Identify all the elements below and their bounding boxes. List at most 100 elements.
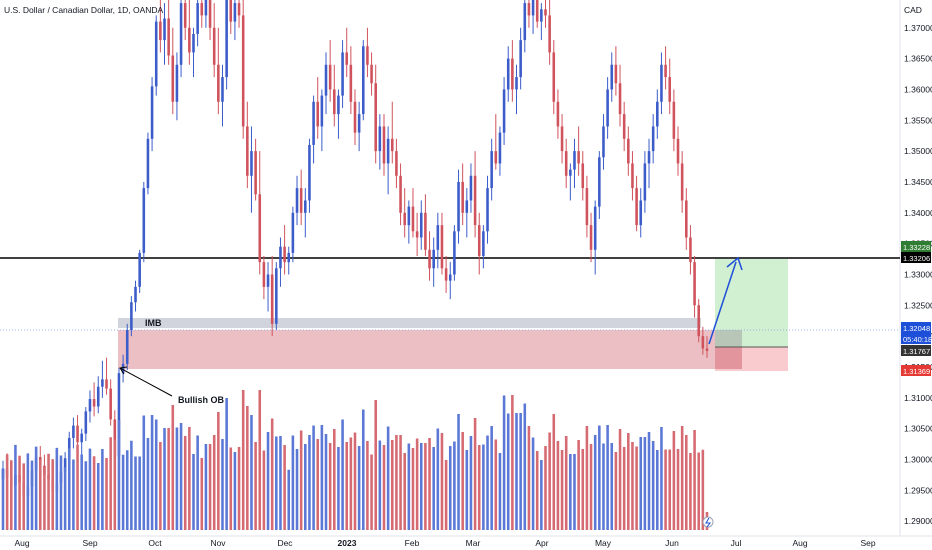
candle-body: [270, 274, 274, 324]
volume-bar: [299, 430, 303, 530]
candle-body: [598, 157, 601, 207]
price-badge: [901, 333, 931, 344]
candle-body: [643, 163, 647, 201]
volume-bar: [672, 431, 676, 530]
ob-pointer-arrow-icon: [119, 366, 128, 375]
candle-body: [208, 0, 212, 28]
volume-bar: [258, 390, 262, 530]
x-tick-label: Dec: [277, 538, 293, 548]
volume-bar: [631, 442, 634, 530]
volume-bar: [689, 453, 692, 530]
volume-bar: [150, 415, 154, 530]
arrow-head-icon: [726, 256, 743, 271]
candle-body: [163, 18, 166, 41]
candle-body: [337, 95, 340, 115]
volume-bar: [622, 447, 626, 530]
volume-bar: [407, 443, 411, 530]
candle-body: [105, 379, 108, 389]
position-entry-shade: [715, 330, 742, 347]
candle-body: [349, 64, 353, 102]
candle-body: [399, 175, 402, 213]
volume-bar: [349, 437, 353, 530]
y-tick-label: 1.35500: [904, 115, 932, 125]
candle-body: [366, 46, 369, 65]
candle-body: [320, 95, 324, 127]
volume-bar: [498, 453, 502, 530]
bullish-ob-zone[interactable]: [118, 330, 715, 369]
lightning-glyph-icon: [705, 517, 711, 528]
volume-bar: [627, 433, 630, 530]
volume-bar: [138, 456, 141, 530]
candle-body: [72, 425, 75, 438]
candle-body: [279, 246, 282, 269]
candle-body: [436, 225, 440, 250]
volume-bar: [461, 432, 464, 530]
volume-bar: [399, 435, 402, 530]
volume-bar: [204, 444, 208, 530]
volume-bar: [22, 463, 25, 530]
candle-body: [254, 151, 257, 195]
volume-bar: [312, 425, 315, 530]
x-ticks: Aug Sep Oct Nov Dec 2023 Feb Mar Apr May Jun Jul Aug…: [14, 538, 875, 548]
volume-bar: [697, 452, 701, 530]
y-tick-label: 1.29500: [904, 485, 932, 495]
projection-arrow[interactable]: [708, 261, 737, 345]
volume-bar: [246, 406, 249, 530]
volume-bar: [531, 437, 535, 530]
chart-title: U.S. Dollar / Canadian Dollar, 1D, OANDA: [4, 5, 164, 15]
candle-body: [237, 3, 241, 16]
candle-body: [685, 200, 688, 238]
volume-bar: [55, 447, 59, 530]
candle-body: [138, 252, 141, 287]
candle-body: [535, 0, 539, 22]
volume-bar: [502, 395, 506, 530]
candle-body: [63, 458, 67, 472]
y-tick-label: 1.33000: [904, 269, 932, 279]
volume-bar: [101, 449, 104, 530]
candle-body: [382, 126, 386, 164]
volume-bar: [560, 450, 564, 530]
volume-bar: [643, 437, 647, 530]
lightning-icon[interactable]: [702, 516, 714, 528]
volume-bar: [9, 460, 13, 530]
candle-body: [395, 151, 398, 176]
volume-bar: [382, 445, 386, 530]
volume-bar: [685, 435, 688, 530]
volume-bar: [345, 442, 349, 530]
candle-body: [639, 200, 643, 226]
volume-bar: [680, 426, 684, 530]
volume-bar: [134, 456, 137, 530]
volume-bar: [324, 434, 328, 530]
volume-bar: [357, 446, 361, 530]
candle-body: [593, 206, 597, 250]
candle-body: [125, 329, 129, 364]
volume-bar: [448, 446, 452, 530]
volume-bar: [366, 441, 369, 530]
volume-bar: [96, 463, 100, 530]
price-axis[interactable]: [900, 0, 932, 550]
volume-bar: [602, 443, 605, 530]
candle-body: [444, 268, 448, 281]
imb-zone[interactable]: [118, 318, 701, 328]
volume-bar: [676, 449, 680, 530]
x-tick-label: Jun: [665, 538, 679, 548]
volume-bar: [270, 418, 274, 530]
candle-body: [328, 64, 332, 90]
volume-bar: [535, 451, 539, 530]
candle-body: [453, 231, 456, 275]
candle-body: [577, 151, 580, 164]
candle-body: [440, 225, 444, 269]
candle-body: [664, 64, 667, 78]
candle-body: [217, 64, 220, 102]
volume-bar: [221, 439, 224, 530]
volume-bar: [237, 447, 241, 530]
ob-pointer-line: [119, 367, 173, 397]
candle-body: [602, 126, 605, 158]
volume-bar: [1, 468, 5, 530]
candle-body: [689, 237, 692, 263]
x-tick-label: Sep: [82, 538, 97, 548]
candle-body: [424, 212, 427, 250]
volume-bar: [188, 427, 191, 530]
candle-body: [295, 188, 299, 213]
